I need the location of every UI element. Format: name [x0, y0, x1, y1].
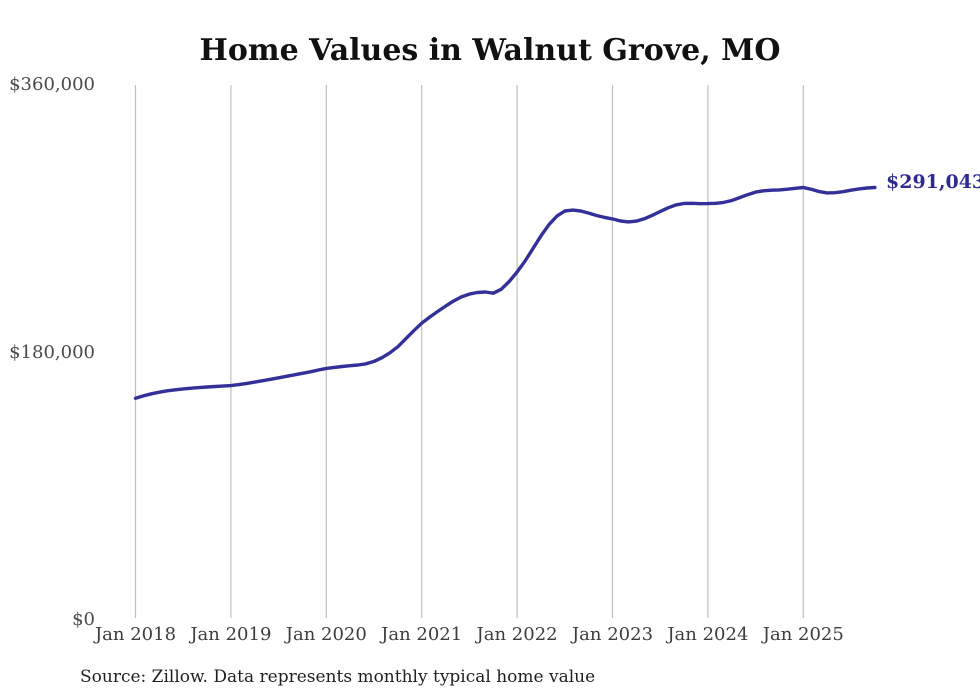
x-tick-label: Jan 2022 [476, 624, 558, 645]
source-note: Source: Zillow. Data represents monthly … [80, 667, 596, 687]
y-tick-label: $0 [72, 609, 95, 630]
x-tick-label: Jan 2020 [285, 624, 367, 645]
chart-title: Home Values in Walnut Grove, MO [199, 33, 781, 68]
value-line [133, 185, 877, 400]
x-tick-label: Jan 2024 [667, 624, 749, 645]
y-tick-label: $180,000 [9, 341, 95, 363]
x-tick-label: Jan 2025 [762, 624, 844, 645]
x-tick-label: Jan 2018 [94, 624, 177, 645]
x-tick-label: Jan 2019 [190, 624, 272, 645]
x-tick-label: Jan 2021 [381, 624, 463, 645]
gridline-group [134, 85, 804, 618]
y-tick-label: $360,000 [9, 74, 95, 95]
x-tick-label: Jan 2023 [571, 624, 654, 645]
end-value-label: $291,043 [886, 171, 980, 193]
